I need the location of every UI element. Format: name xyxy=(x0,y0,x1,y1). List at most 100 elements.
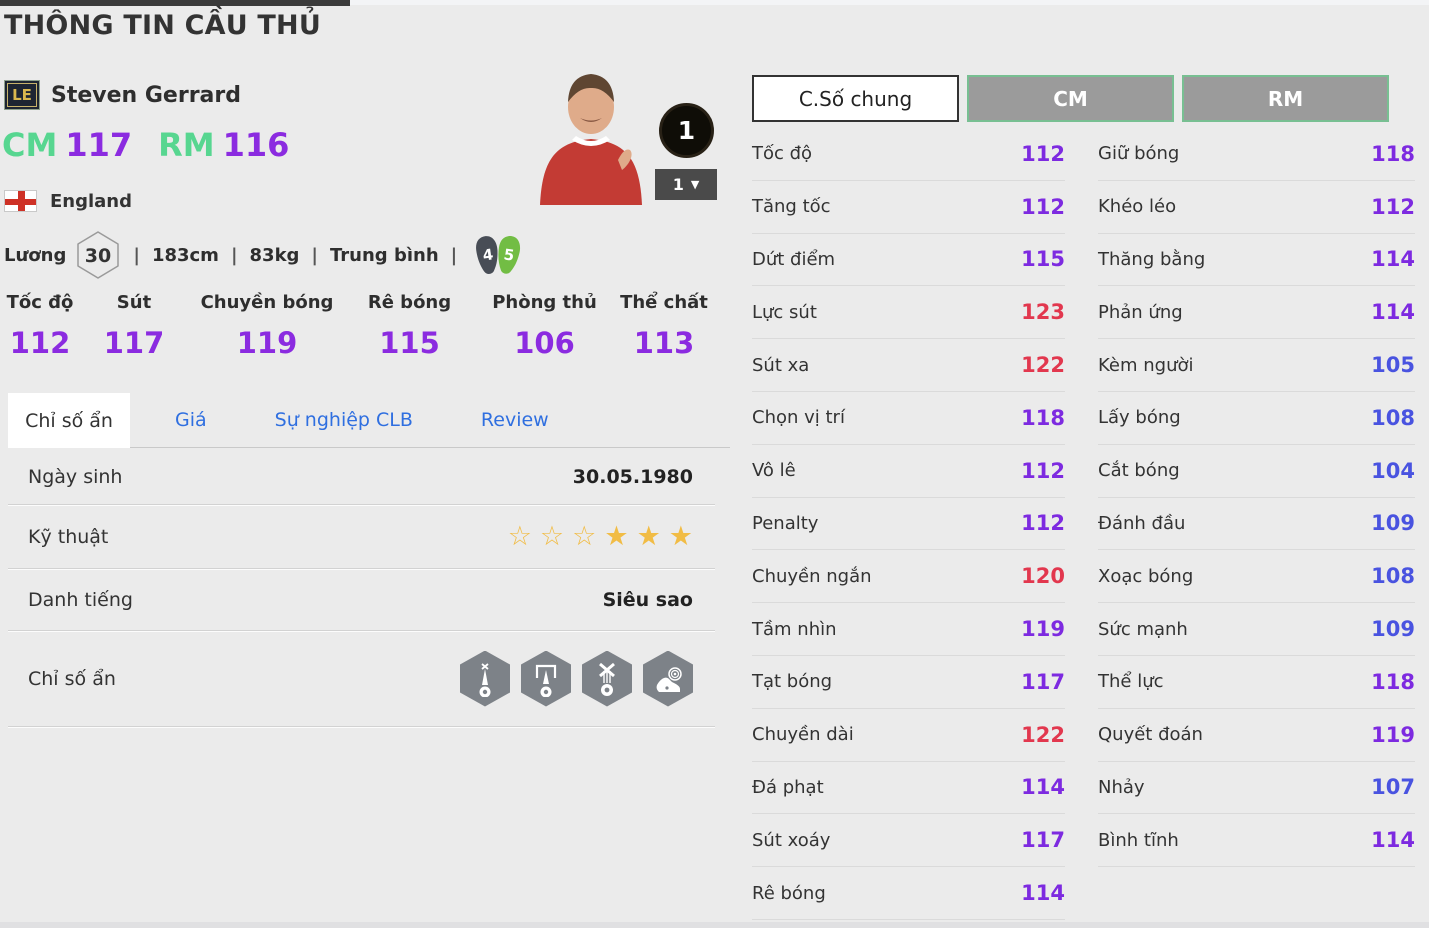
summary-stat-value: 119 xyxy=(236,326,298,360)
salary-label: Lương xyxy=(4,244,67,266)
stat-value: 123 xyxy=(1021,300,1065,325)
row-value: 30.05.1980 xyxy=(572,465,693,488)
stat-row: Phản ứng 114 xyxy=(1098,286,1415,340)
salary-hexagon: 30 xyxy=(77,231,120,279)
detailed-stats: Tốc độ 112 Tăng tốc 112 Dứt điểm 115 Lực sút 12… xyxy=(752,128,1415,920)
table-row-skill: Kỹ thuật ☆ ☆ ☆ ★ ★ ★ xyxy=(8,505,715,569)
hidden-stat-badge-corner-arrow-ball-icon xyxy=(460,650,510,707)
stat-value: 112 xyxy=(1021,458,1065,483)
weak-foot-icon: 4 xyxy=(476,236,498,274)
stat-label: Lực sút xyxy=(752,301,817,323)
stat-label: Chọn vị trí xyxy=(752,407,845,429)
strong-foot-icon: 5 xyxy=(498,236,521,274)
stat-label: Đá phạt xyxy=(752,776,824,798)
hidden-stat-badge-boot-target-icon xyxy=(643,650,693,707)
foot-ratings: 4 5 xyxy=(473,233,524,277)
svg-text:5: 5 xyxy=(503,245,516,264)
stat-label: Lấy bóng xyxy=(1098,407,1181,429)
page-title: THÔNG TIN CẦU THỦ xyxy=(4,10,321,41)
summary-stat-label: Sút xyxy=(116,292,152,313)
stat-row: Xoạc bóng 108 xyxy=(1098,550,1415,604)
hidden-info-table: Ngày sinh 30.05.1980 Kỹ thuật ☆ ☆ ☆ ★ ★ ★ Dan… xyxy=(8,449,715,727)
position-rating: 116 xyxy=(222,126,290,164)
stat-row: Thể lực 118 xyxy=(1098,656,1415,709)
stat-label: Nhảy xyxy=(1098,776,1145,798)
stat-label: Thăng bằng xyxy=(1098,248,1206,270)
stat-label: Vô lê xyxy=(752,460,796,482)
stat-row: Thăng bằng 114 xyxy=(1098,234,1415,287)
upgrade-level-badge: 1 xyxy=(659,103,714,158)
summary-stat: Tốc độ 112 xyxy=(7,292,74,360)
summary-stat-label: Thể chất xyxy=(620,292,708,313)
stat-row: Sút xa 122 xyxy=(752,339,1065,392)
table-row-fame: Danh tiếng Siêu sao xyxy=(8,569,715,631)
stat-value: 112 xyxy=(1371,194,1415,219)
top-light-strip xyxy=(0,0,1429,5)
stat-view-button-c-s-chung[interactable]: C.Số chung xyxy=(752,75,959,122)
summary-stat-value: 115 xyxy=(379,326,440,360)
position-label: CM xyxy=(2,126,58,164)
stat-row: Kèm người 105 xyxy=(1098,339,1415,392)
divider: | xyxy=(450,244,458,266)
level-select-dropdown[interactable]: 1 ▼ xyxy=(655,169,717,200)
stat-value: 119 xyxy=(1371,722,1415,747)
stat-label: Sút xoáy xyxy=(752,829,831,851)
stat-row: Lấy bóng 108 xyxy=(1098,392,1415,445)
body-type-value: Trung bình xyxy=(330,244,439,266)
stat-label: Sức mạnh xyxy=(1098,618,1188,640)
stat-value: 109 xyxy=(1371,511,1415,536)
star-outline-icon: ☆ xyxy=(572,521,597,552)
hidden-stat-badges xyxy=(460,650,693,707)
stat-row: Tầm nhìn 119 xyxy=(752,603,1065,656)
table-row-birthdate: Ngày sinh 30.05.1980 xyxy=(8,449,715,505)
tab-1[interactable]: Giá xyxy=(175,409,207,431)
stat-row: Dứt điểm 115 xyxy=(752,234,1065,287)
stat-row: Bình tĩnh 114 xyxy=(1098,814,1415,868)
stat-value: 108 xyxy=(1371,405,1415,430)
stat-value: 120 xyxy=(1021,564,1065,589)
stat-value: 117 xyxy=(1021,669,1065,694)
stat-value: 114 xyxy=(1021,775,1065,800)
stat-row: Đánh đầu 109 xyxy=(1098,498,1415,551)
stat-label: Bình tĩnh xyxy=(1098,829,1179,851)
star-filled-icon: ★ xyxy=(668,521,693,552)
position-label: RM xyxy=(158,126,215,164)
summary-stat-label: Tốc độ xyxy=(6,292,74,313)
stat-value: 108 xyxy=(1371,564,1415,589)
tab-3[interactable]: Review xyxy=(480,409,549,431)
summary-stat-value: 113 xyxy=(633,326,695,360)
stat-value: 112 xyxy=(1021,511,1065,536)
player-info-row: Lương 30 | 183cm | 83kg | Trung bình | 4… xyxy=(4,230,524,280)
stat-row: Cắt bóng 104 xyxy=(1098,445,1415,498)
stat-row: Nhảy 107 xyxy=(1098,762,1415,815)
position-ratings: CM 117 RM 116 xyxy=(2,126,289,164)
tab-2[interactable]: Sự nghiệp CLB xyxy=(274,409,413,431)
summary-stat-value: 112 xyxy=(9,326,71,360)
tab-bar: Chỉ số ẩn Giá Sự nghiệp CLB Review xyxy=(8,393,730,448)
stat-value: 118 xyxy=(1021,405,1065,430)
stat-row: Chuyền ngắn 120 xyxy=(752,550,1065,604)
row-label: Chỉ số ẩn xyxy=(28,667,116,690)
tab-0[interactable]: Chỉ số ẩn xyxy=(8,393,130,448)
stat-value: 112 xyxy=(1021,141,1065,166)
summary-stat: Rê bóng 115 xyxy=(368,292,451,360)
stat-label: Cắt bóng xyxy=(1098,460,1180,482)
stat-row: Giữ bóng 118 xyxy=(1098,128,1415,181)
stat-view-button-cm[interactable]: CM xyxy=(967,75,1174,122)
summary-stat-value: 117 xyxy=(103,326,165,360)
stat-label: Sút xa xyxy=(752,354,810,376)
summary-stat: Phòng thủ 106 xyxy=(492,292,597,360)
star-outline-icon: ☆ xyxy=(539,521,565,552)
row-label: Ngày sinh xyxy=(28,465,123,488)
stat-view-button-rm[interactable]: RM xyxy=(1182,75,1389,122)
summary-stats-row: Tốc độ 112 Sút 117 Chuyền bóng 119 Rê bóng 115 P… xyxy=(4,292,716,360)
summary-stat-label: Phòng thủ xyxy=(492,292,597,313)
stat-label: Kèm người xyxy=(1098,354,1194,376)
summary-stat: Thể chất 113 xyxy=(620,292,708,360)
rating-cm: CM 117 xyxy=(2,126,132,164)
stat-label: Đánh đầu xyxy=(1098,512,1186,534)
stat-value: 104 xyxy=(1371,458,1415,483)
stat-label: Khéo léo xyxy=(1098,196,1177,218)
stat-row: Tạt bóng 117 xyxy=(752,656,1065,709)
stat-row: Rê bóng 114 xyxy=(752,867,1065,920)
